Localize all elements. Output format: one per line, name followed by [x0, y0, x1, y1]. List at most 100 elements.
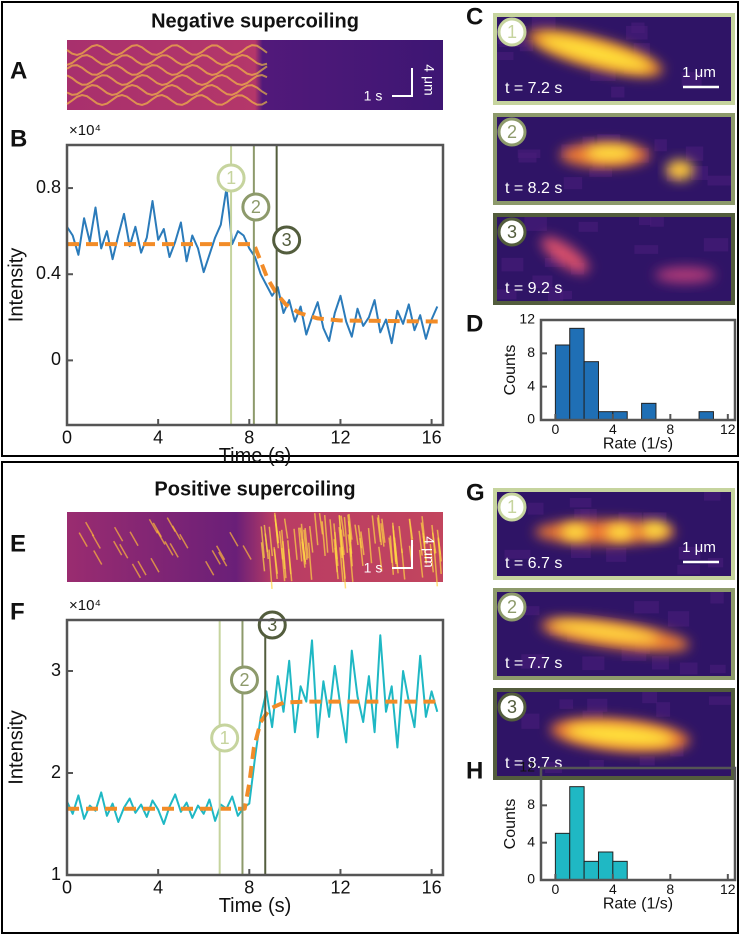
kymograph-streak [381, 518, 386, 543]
panel-label: B [10, 125, 27, 152]
axis-multiplier: ×10⁴ [69, 597, 101, 614]
snapshot-frame [493, 113, 735, 205]
snapshot-marker-label: 2 [507, 597, 517, 617]
scale-label: 1 s [364, 88, 383, 104]
x-tick-label: 12 [720, 881, 736, 897]
background-speckle [634, 601, 659, 614]
background-speckle [667, 611, 690, 627]
panel-label: G [466, 479, 485, 506]
kymograph-streak [283, 518, 289, 539]
x-tick-label: 8 [244, 427, 254, 447]
kymograph-streak [422, 535, 428, 564]
scale-label: 4 μm [421, 536, 437, 567]
y-tick-label: 0 [527, 411, 535, 427]
kymograph-streak [437, 538, 443, 562]
section-title: Positive supercoiling [154, 478, 355, 500]
marker-badge [216, 163, 246, 193]
signal-blob [606, 524, 634, 540]
background-speckle [532, 275, 553, 289]
kymograph-streak [334, 531, 339, 567]
snapshot-frame [493, 13, 735, 105]
snapshot-time: t = 8.2 s [505, 180, 562, 197]
snapshot-marker [497, 217, 527, 247]
y-axis-label: Counts [502, 799, 519, 850]
snapshot-marker-label: 3 [507, 697, 517, 717]
kymograph-streak [264, 533, 269, 560]
trace-line [66, 187, 439, 345]
kymograph-streak [268, 549, 273, 590]
signal-blob [585, 145, 635, 161]
scale-label: 1 μm [682, 539, 716, 556]
background-speckle [606, 547, 627, 562]
background-speckle [651, 656, 669, 670]
kymograph-streak [171, 525, 182, 541]
kymograph-streak [338, 514, 343, 555]
kymograph-streak [367, 528, 373, 564]
kymograph-streak [341, 550, 347, 589]
y-tick-label: 0 [527, 871, 535, 887]
kymograph-streak [380, 523, 385, 547]
background-speckle [656, 702, 671, 717]
snapshot-marker-label: 1 [507, 497, 517, 517]
x-tick-label: 8 [666, 881, 674, 897]
kymograph-streak [323, 515, 329, 553]
x-axis-label: Rate (1/s) [603, 896, 673, 913]
background-speckle [649, 216, 664, 227]
background-speckle [519, 39, 534, 52]
background-speckle [569, 497, 592, 508]
kymograph-streak [66, 54, 268, 67]
kymograph-streak [242, 545, 252, 560]
signal-blob [666, 160, 694, 180]
background-speckle [710, 590, 724, 604]
marker-label: 2 [251, 197, 261, 217]
scale-label: 4 μm [421, 64, 437, 95]
kymograph-streak [93, 550, 103, 565]
kymograph-streak [260, 542, 266, 572]
bar [554, 832, 571, 881]
signal-blob [565, 723, 675, 747]
plot-frame [539, 766, 737, 882]
panel-label: A [10, 57, 27, 84]
background-speckle [531, 15, 556, 32]
background-speckle [709, 664, 726, 674]
background-speckle [678, 546, 701, 560]
kymograph-streak [418, 530, 423, 556]
kymograph-streak [129, 531, 139, 547]
kymograph-streak [179, 533, 189, 549]
snapshot: 3t = 8.7 s [493, 688, 735, 780]
section-frame [1, 1, 739, 457]
kymograph-streak [433, 549, 439, 587]
kymograph-streak [66, 93, 268, 107]
y-tick-label: 0.4 [36, 263, 61, 283]
background-speckle [638, 215, 652, 226]
background-speckle [559, 290, 572, 300]
trace-chart: 12 3 ×10⁴ 0 4 8 12 16 0 0.4 0.8 Time (s) Intensity [5, 122, 445, 467]
section-title: Negative supercoiling [151, 10, 359, 32]
background-speckle [611, 86, 625, 98]
background-speckle [643, 512, 667, 524]
bar [597, 851, 614, 881]
background-speckle [707, 175, 733, 186]
kymograph-streak [304, 528, 309, 559]
section-frame [1, 461, 739, 934]
snapshot-marker [497, 117, 527, 147]
x-axis-label: Time (s) [219, 445, 292, 467]
kymograph-streak [66, 73, 268, 87]
background-speckle [587, 698, 608, 712]
kymograph-streak [150, 557, 160, 573]
kymograph-streak [85, 521, 95, 537]
bar [583, 860, 599, 881]
kymograph-streak [297, 527, 303, 562]
kymograph-streak [218, 551, 228, 567]
marker-badge [257, 610, 287, 640]
fit-line [67, 699, 443, 811]
kymograph-streak [347, 521, 353, 554]
kymograph-streak [313, 513, 319, 546]
snapshot-time: t = 9.2 s [505, 280, 562, 297]
x-axis-label: Rate (1/s) [603, 436, 673, 453]
background-speckle [563, 177, 583, 190]
y-axis-label: Counts [502, 345, 519, 396]
snapshot: 2 t = 7.7 s [493, 588, 735, 680]
background-speckle [582, 656, 605, 671]
